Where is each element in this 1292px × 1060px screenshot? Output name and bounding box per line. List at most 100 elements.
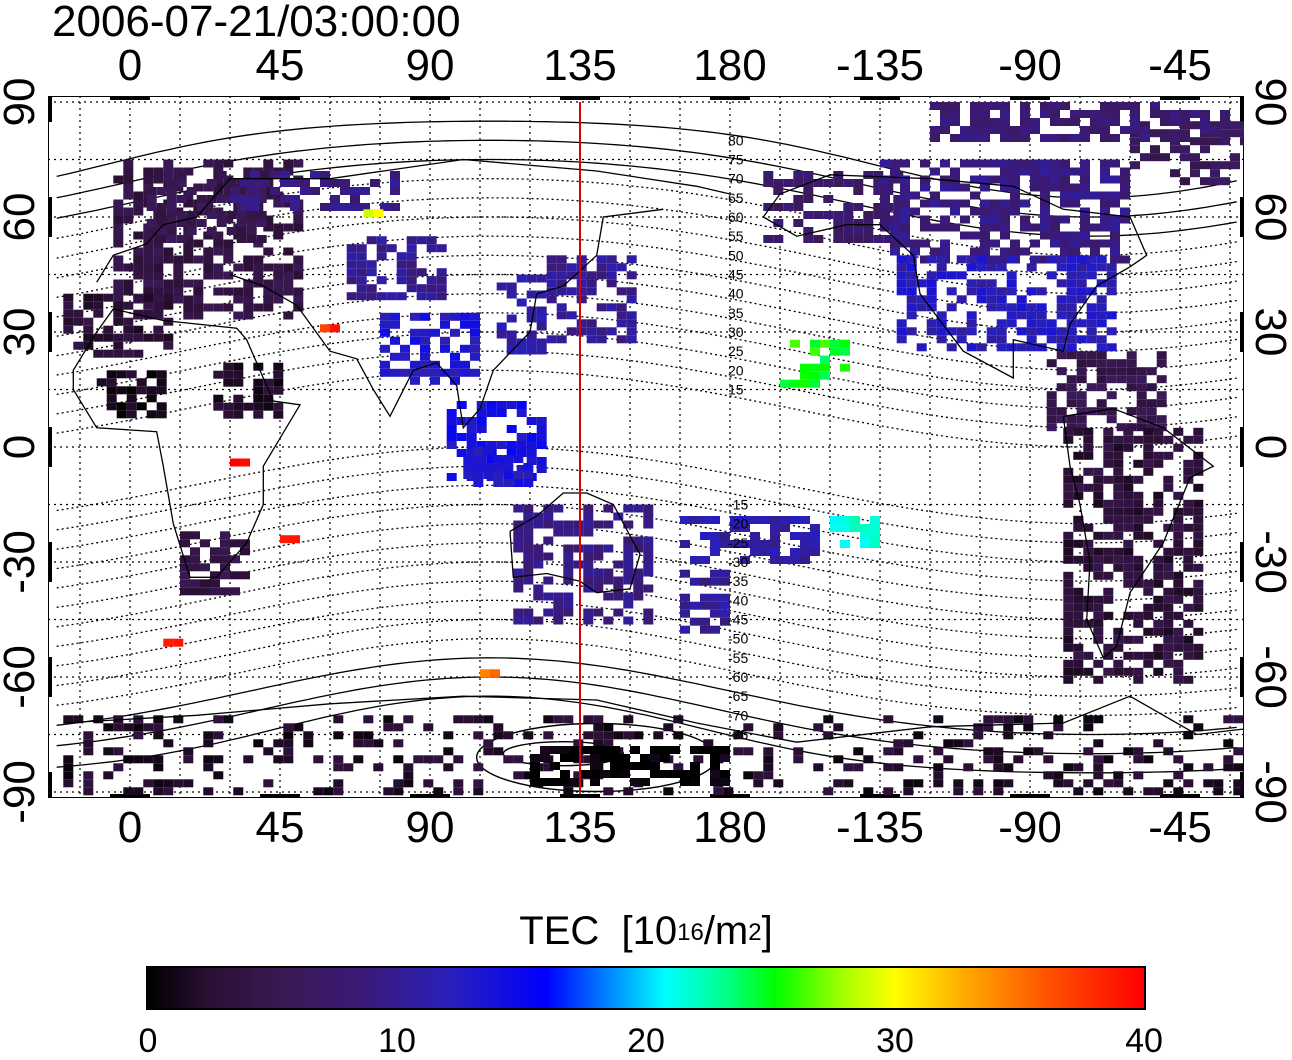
tec-cell [113, 747, 124, 756]
tec-cell [590, 762, 600, 770]
tec-cell [1113, 475, 1124, 484]
tec-cell [536, 290, 547, 299]
tec-cell [556, 335, 567, 344]
tec-cell [453, 787, 464, 796]
tec-cell [163, 255, 174, 264]
tec-cell [843, 219, 854, 227]
tec-cell [810, 548, 820, 556]
tec-cell [1200, 126, 1210, 134]
tec-cell [940, 223, 950, 232]
tec-cell [1046, 319, 1057, 328]
tec-cell [186, 187, 197, 195]
tec-cell [516, 401, 527, 409]
coastlines [63, 158, 1244, 743]
tec-cell [630, 762, 640, 770]
tec-cell [863, 787, 874, 796]
tec-cell [553, 600, 564, 609]
tec-cell [873, 171, 884, 179]
tec-cell [230, 539, 240, 548]
tec-cell [1223, 715, 1234, 724]
tec-cell [143, 309, 154, 318]
tec-cell [1036, 319, 1047, 328]
tec-cell [283, 271, 294, 280]
tec-cell [1183, 467, 1194, 476]
tec-cell [893, 203, 904, 211]
tec-cell [246, 219, 257, 227]
tec-cell [126, 402, 137, 411]
tec-cell [1240, 121, 1244, 130]
tec-cell [773, 179, 784, 187]
tec-cell [253, 255, 264, 264]
tec-cell [1183, 587, 1194, 596]
tec-cell [823, 179, 834, 187]
tec-cell [536, 338, 547, 347]
tec-cell [193, 207, 204, 216]
tec-cell [273, 739, 284, 748]
tec-cell [146, 394, 157, 403]
tec-cell [460, 320, 470, 329]
tec-cell [990, 175, 1000, 184]
tec-cell [880, 199, 890, 208]
tec-cell [163, 293, 174, 302]
tec-cell [200, 579, 210, 588]
tec-cell [823, 211, 834, 219]
tec-cell [556, 279, 567, 288]
tec-cell [196, 203, 207, 211]
tec-cell [1173, 571, 1184, 580]
tec-cell [113, 349, 124, 358]
tec-cell [1106, 263, 1117, 272]
tec-cell [713, 787, 724, 796]
tec-cell [346, 244, 357, 253]
tec-cell [273, 378, 284, 387]
tec-cell [960, 215, 970, 224]
tec-cell [200, 587, 210, 596]
tec-cell [993, 787, 1004, 796]
tec-cell [533, 616, 544, 625]
contour-label: 55 [728, 228, 744, 244]
tec-cell [123, 263, 134, 272]
tec-cell [996, 335, 1007, 344]
tec-cell [1016, 295, 1027, 304]
tec-cell [1113, 491, 1124, 500]
tec-cell [1096, 407, 1107, 416]
tec-cell [730, 516, 740, 524]
tec-cell [976, 295, 987, 304]
tec-cell [980, 239, 990, 248]
tec-cell [1003, 715, 1014, 724]
tec-cell [526, 449, 537, 457]
tec-cell [436, 292, 447, 301]
tec-cell [1143, 467, 1154, 476]
tec-cell [1150, 129, 1160, 138]
tec-cell [103, 349, 114, 358]
tec-cell [1180, 134, 1190, 142]
tec-cell [1080, 134, 1090, 142]
tec-cell [930, 199, 940, 208]
tec-cell [1086, 327, 1097, 336]
tec-cell [956, 295, 967, 304]
tec-cell [563, 520, 574, 529]
tec-cell [1173, 523, 1184, 532]
tec-cell [600, 746, 610, 754]
tec-cell [593, 731, 604, 740]
tec-cell [1146, 383, 1157, 392]
tec-cell [1230, 129, 1240, 138]
tec-cell [570, 746, 580, 754]
tec-cell [523, 504, 534, 513]
tec-cell [1076, 287, 1087, 296]
tec-cell [1030, 223, 1040, 232]
tec-cell [163, 167, 174, 176]
tec-cell [506, 401, 517, 409]
tec-cell [333, 731, 344, 740]
tec-cell [1193, 643, 1204, 652]
tec-cell [340, 179, 350, 187]
tec-cell [403, 763, 414, 772]
tec-cell [133, 207, 144, 216]
tec-cell [1210, 177, 1220, 186]
tec-cell [430, 368, 440, 377]
tec-cell [356, 292, 367, 301]
tec-cell [470, 352, 480, 361]
tec-cell [543, 512, 554, 521]
colorbar-tick-label: 0 [138, 1022, 158, 1060]
tec-cell [1096, 367, 1107, 376]
tec-cell [183, 255, 194, 264]
